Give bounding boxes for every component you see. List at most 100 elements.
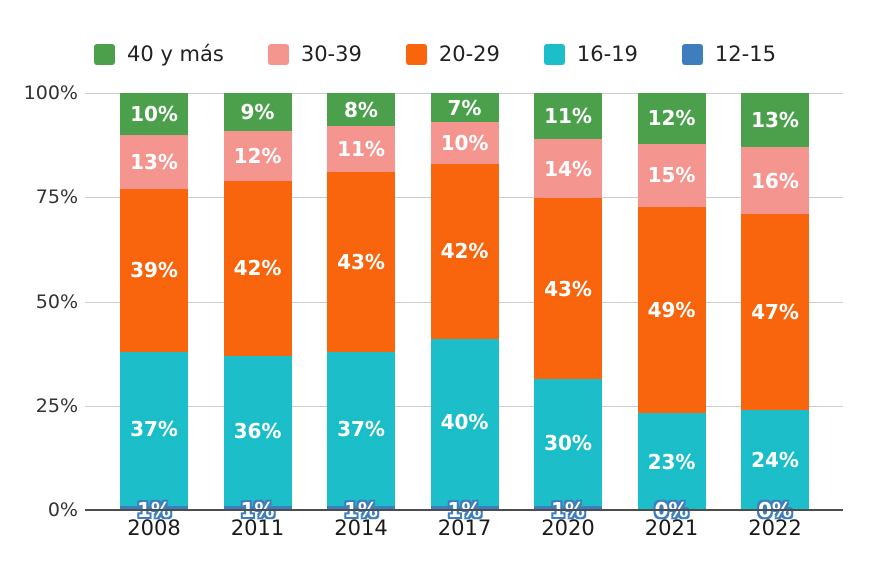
x-tick-label-2020: 2020 (541, 516, 595, 540)
bar-segment-2011-12-15[interactable] (223, 505, 292, 510)
bar-segment-2022-40-y-m-s[interactable]: 13% (741, 93, 809, 148)
legend-item-16-19[interactable]: 16-19 (543, 42, 638, 66)
segment-value-label: 13% (751, 108, 799, 133)
legend-item-30-39[interactable]: 30-39 (267, 42, 362, 66)
bar-segment-2017-12-15[interactable] (430, 505, 499, 510)
bar-segment-2020-12-15[interactable] (534, 505, 602, 510)
bar-2008: 37% 39% 13% 10% 1% (120, 93, 188, 522)
bar-segment-2011-20-29[interactable]: 42% (223, 180, 292, 356)
legend-swatch-30-39-icon (267, 43, 289, 65)
legend: 40 y más 30-39 20-29 16-19 12-15 (0, 42, 870, 66)
segment-value-label: 11% (337, 137, 385, 162)
bar-segment-2008-12-15[interactable] (120, 505, 188, 510)
bar-segment-2021-30-39[interactable]: 15% (637, 143, 706, 207)
legend-swatch-40-y-m-s-icon (94, 43, 116, 65)
bar-2020: 30% 43% 14% 11% 1% (534, 93, 602, 522)
x-tick-label-2011: 2011 (230, 516, 285, 540)
segment-value-label: 24% (751, 447, 799, 472)
bar-2022: 24% 47% 16% 13% 0% (741, 93, 809, 522)
bar-segment-2021-16-19[interactable]: 23% (637, 413, 706, 510)
plot-area: 37% 39% 13% 10% 1% 36% 42% 12% 9% 1% 37% 43% 11% 8% 1%… (85, 93, 843, 522)
segment-value-label: 37% (130, 416, 178, 441)
axis-baseline (85, 509, 843, 511)
bar-segment-2020-16-19[interactable]: 30% (534, 379, 602, 506)
y-tick-label-25: 25% (35, 394, 78, 417)
segment-value-label: 15% (647, 163, 696, 188)
bar-segment-2011-40-y-m-s[interactable]: 9% (223, 93, 292, 131)
segment-value-label: 9% (240, 99, 275, 124)
bar-segment-2017-40-y-m-s[interactable]: 7% (430, 93, 499, 123)
legend-swatch-20-29-icon (405, 43, 427, 65)
bar-2021: 23% 49% 15% 12% 0% (637, 93, 706, 522)
segment-value-label: 49% (647, 297, 696, 322)
segment-value-label: 42% (440, 239, 489, 264)
legend-swatch-12-15-icon (681, 43, 703, 65)
bar-segment-2017-20-29[interactable]: 42% (430, 163, 499, 340)
bar-segment-2020-20-29[interactable]: 43% (534, 198, 602, 380)
legend-label-40-y-m-s: 40 y más (127, 42, 224, 66)
bar-segment-2011-16-19[interactable]: 36% (223, 355, 292, 506)
bar-segment-2008-40-y-m-s[interactable]: 10% (120, 93, 188, 135)
segment-value-label: 43% (544, 276, 592, 301)
x-axis: 2008 2011 2014 2017 2020 2021 2022 (85, 516, 843, 540)
legend-swatch-16-19-icon (543, 43, 565, 65)
bar-2017: 40% 42% 10% 7% 1% (430, 93, 499, 522)
segment-value-label: 11% (544, 104, 592, 129)
bar-segment-2017-30-39[interactable]: 10% (430, 122, 499, 164)
segment-value-label: 10% (130, 101, 178, 126)
segment-value-label: 42% (233, 256, 282, 281)
legend-item-20-29[interactable]: 20-29 (405, 42, 500, 66)
legend-item-12-15[interactable]: 12-15 (681, 42, 776, 66)
bar-segment-2014-12-15[interactable] (327, 505, 395, 510)
segment-value-label: 39% (130, 258, 178, 283)
legend-label-12-15: 12-15 (714, 42, 776, 66)
legend-item-40-y-m-s[interactable]: 40 y más (94, 42, 224, 66)
bar-segment-2022-16-19[interactable]: 24% (741, 409, 809, 510)
bar-segment-2008-20-29[interactable]: 39% (120, 188, 188, 352)
bar-2011: 36% 42% 12% 9% 1% (223, 93, 292, 522)
segment-value-label: 30% (544, 430, 592, 455)
segment-value-label: 7% (447, 95, 482, 120)
segment-value-label: 14% (544, 156, 592, 181)
segment-value-label: 37% (337, 416, 385, 441)
y-tick-label-50: 50% (35, 290, 78, 313)
segment-value-label: 43% (337, 249, 385, 274)
bar-segment-2014-40-y-m-s[interactable]: 8% (327, 93, 395, 127)
legend-label-16-19: 16-19 (576, 42, 638, 66)
segment-value-label: 23% (647, 449, 696, 474)
x-tick-label-2021: 2021 (644, 516, 699, 540)
bar-segment-2014-20-29[interactable]: 43% (327, 172, 395, 352)
x-tick-label-2014: 2014 (334, 516, 388, 540)
segment-value-label: 8% (344, 97, 378, 122)
bar-segment-2021-40-y-m-s[interactable]: 12% (637, 93, 706, 144)
bar-segment-2014-30-39[interactable]: 11% (327, 126, 395, 173)
bar-segment-2022-30-39[interactable]: 16% (741, 147, 809, 214)
legend-label-20-29: 20-29 (438, 42, 500, 66)
bar-segment-2021-20-29[interactable]: 49% (637, 206, 706, 414)
x-tick-label-2008: 2008 (127, 516, 181, 540)
y-tick-label-75: 75% (35, 186, 78, 209)
segment-value-label: 40% (440, 410, 489, 435)
segment-value-label: 12% (647, 106, 696, 131)
x-tick-label-2017: 2017 (437, 516, 492, 540)
bar-segment-2022-20-29[interactable]: 47% (741, 213, 809, 410)
bars-layer: 37% 39% 13% 10% 1% 36% 42% 12% 9% 1% 37% 43% 11% 8% 1%… (85, 93, 843, 522)
segment-value-label: 13% (130, 149, 178, 174)
bar-segment-2008-30-39[interactable]: 13% (120, 134, 188, 189)
bar-segment-2020-40-y-m-s[interactable]: 11% (534, 93, 602, 140)
bar-segment-2008-16-19[interactable]: 37% (120, 351, 188, 506)
segment-value-label: 10% (440, 131, 489, 156)
bar-segment-2020-30-39[interactable]: 14% (534, 139, 602, 199)
bar-segment-2017-16-19[interactable]: 40% (430, 339, 499, 506)
segment-value-label: 16% (751, 168, 799, 193)
y-axis: 0% 25% 50% 75% 100% (0, 82, 78, 521)
segment-value-label: 47% (751, 299, 799, 324)
bar-segment-2014-16-19[interactable]: 37% (327, 351, 395, 506)
segment-value-label: 12% (233, 143, 282, 168)
bar-segment-2011-30-39[interactable]: 12% (223, 130, 292, 181)
y-tick-label-0: 0% (47, 499, 78, 521)
legend-label-30-39: 30-39 (300, 42, 362, 66)
x-tick-label-2022: 2022 (748, 516, 802, 540)
y-tick-label-100: 100% (23, 82, 78, 104)
